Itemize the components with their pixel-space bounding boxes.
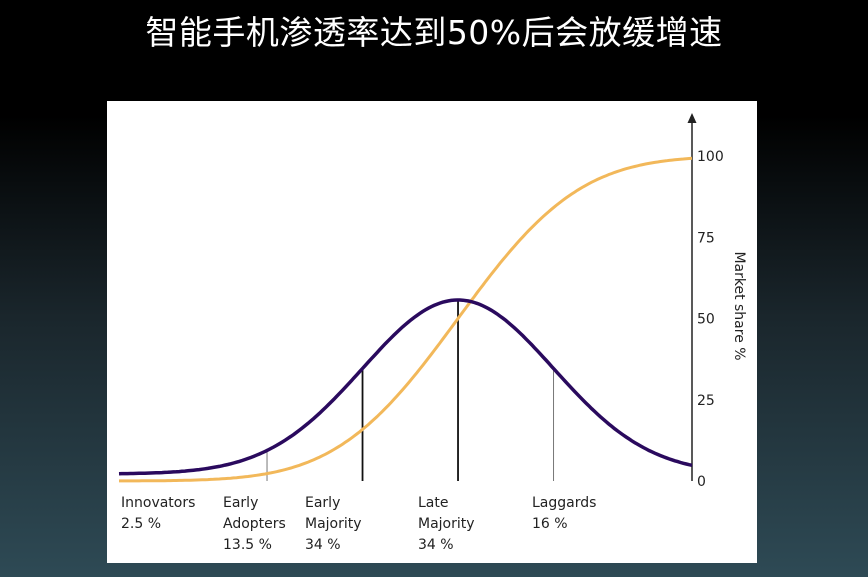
cumulative-share-curve bbox=[119, 156, 693, 483]
segment-label-line: Majority bbox=[305, 516, 362, 532]
slide-title: 智能手机渗透率达到50%后会放缓增速 bbox=[145, 13, 723, 52]
adoption-bell-curve bbox=[118, 298, 693, 476]
segment-label-line: 13.5 % bbox=[223, 537, 272, 553]
segment-label-line: 34 % bbox=[305, 537, 341, 553]
segment-label-line: Late bbox=[418, 495, 448, 511]
segment-label-line: Majority bbox=[418, 516, 475, 532]
y-axis-arrow bbox=[687, 113, 697, 123]
segment-label-line: Adopters bbox=[223, 516, 286, 532]
segment-label-line: Laggards bbox=[532, 495, 596, 511]
segment-label-line: Innovators bbox=[121, 495, 195, 511]
y-tick-label: 75 bbox=[697, 230, 715, 246]
adoption-chart: 0 25 50 75 100 Market share % Innovators 2.5 … bbox=[118, 113, 747, 553]
y-tick-label: 0 bbox=[697, 474, 706, 490]
segment-label-line: 16 % bbox=[532, 516, 568, 532]
segment-label-line: 2.5 % bbox=[121, 516, 161, 532]
segment-label: Early Majority 34 % bbox=[305, 495, 362, 553]
segment-label: Laggards 16 % bbox=[532, 495, 596, 532]
segment-label: Late Majority 34 % bbox=[418, 495, 475, 553]
segment-label-line: 34 % bbox=[418, 537, 454, 553]
y-tick-label: 100 bbox=[697, 149, 724, 165]
y-tick-label: 25 bbox=[697, 393, 715, 409]
segment-label: Early Adopters 13.5 % bbox=[223, 495, 286, 553]
segment-label: Innovators 2.5 % bbox=[121, 495, 195, 532]
y-tick-label: 50 bbox=[697, 312, 715, 328]
segment-label-line: Early bbox=[305, 495, 340, 511]
chart-panel: 0 25 50 75 100 Market share % Innovators 2.5 … bbox=[107, 101, 757, 563]
y-axis-title: Market share % bbox=[731, 251, 747, 360]
segment-label-line: Early bbox=[223, 495, 258, 511]
